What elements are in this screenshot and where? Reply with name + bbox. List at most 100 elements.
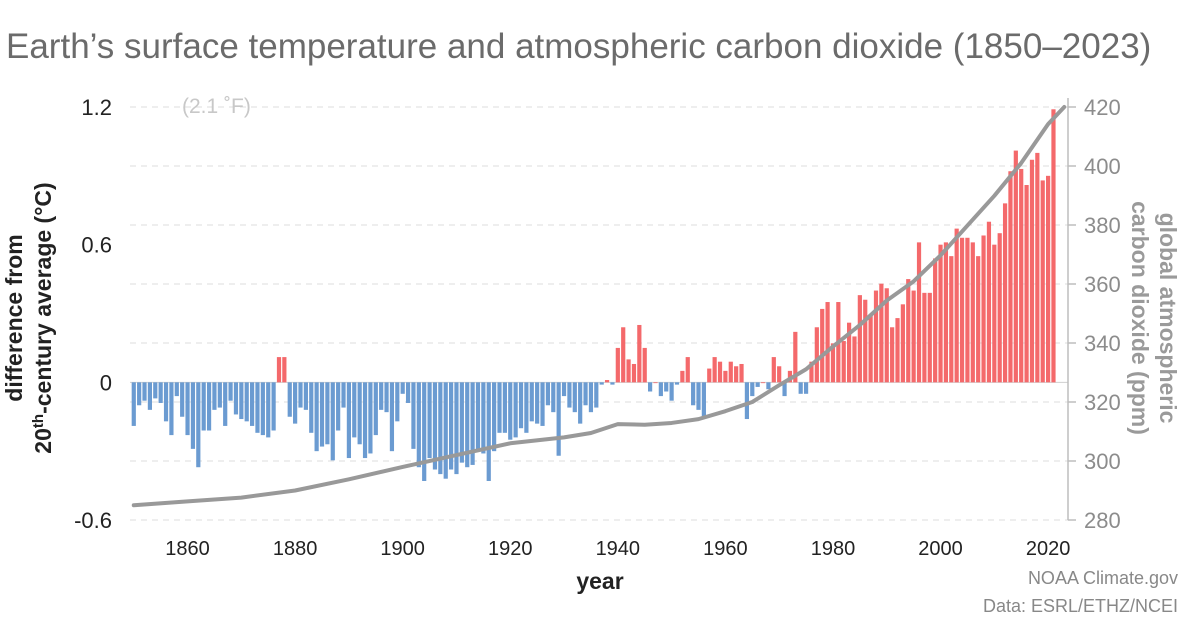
temperature-bar-2006 <box>970 242 975 383</box>
temperature-bar-1943 <box>631 363 637 383</box>
temperature-bar-1993 <box>900 304 905 383</box>
temperature-bar-1992 <box>895 318 900 383</box>
right-tick-label: 300 <box>1084 449 1121 474</box>
temperature-bar-1864 <box>206 382 212 431</box>
temperature-bar-1904 <box>422 382 427 481</box>
right-tick-label: 320 <box>1084 390 1121 415</box>
temperature-bar-1855 <box>158 382 163 403</box>
temperature-bar-1899 <box>395 382 400 422</box>
left-axis-ticks: -0.6 0 0.6 1.2 <box>74 95 112 533</box>
temperature-bar-1868 <box>228 382 233 401</box>
temperature-bar-1940 <box>615 347 620 383</box>
temperature-bar-1878 <box>282 357 287 383</box>
temperature-bar-1939 <box>610 382 615 385</box>
left-axis-label-sup: th <box>30 414 47 428</box>
temperature-bar-1977 <box>814 327 819 383</box>
temperature-bar-1876 <box>271 382 276 431</box>
temperature-bar-1956 <box>701 382 706 417</box>
temperature-bar-1929 <box>556 382 561 456</box>
temperature-bar-1983 <box>847 322 852 383</box>
temperature-bar-1892 <box>357 382 362 445</box>
temperature-bar-1921 <box>513 382 518 438</box>
temperature-bar-1908 <box>443 382 448 479</box>
temperature-bar-2021 <box>1051 109 1056 383</box>
temperature-bar-1965 <box>750 382 755 397</box>
temperature-bar-1999 <box>933 258 938 383</box>
left-tick-label: 1.2 <box>81 95 112 120</box>
temperature-bar-1873 <box>255 382 260 433</box>
temperature-bar-1910 <box>454 382 459 475</box>
temperature-bar-1962 <box>734 366 739 383</box>
temperature-bar-1978 <box>820 308 825 383</box>
temperature-bar-1998 <box>927 292 932 383</box>
temperature-bar-2003 <box>954 228 959 383</box>
temperature-bar-1891 <box>352 382 357 438</box>
temperature-bar-1884 <box>314 382 319 452</box>
left-axis-label-20: 20 <box>30 428 56 454</box>
temperature-bar-1894 <box>368 382 373 454</box>
temperature-bar-2017 <box>1029 159 1035 383</box>
right-tick-label: 340 <box>1084 331 1121 356</box>
temperature-bar-1974 <box>798 382 803 394</box>
temperature-bar-1959 <box>717 361 723 383</box>
temperature-bar-1890 <box>346 382 351 459</box>
temperature-bar-1968 <box>766 382 771 390</box>
temperature-bar-1980 <box>830 343 836 383</box>
temperature-bar-2007 <box>976 256 981 383</box>
co2-series <box>131 105 1067 508</box>
temperature-bar-1869 <box>233 382 239 415</box>
temperature-bar-1953 <box>685 357 690 383</box>
x-tick-label: 1920 <box>488 538 533 560</box>
temperature-bar-1922 <box>518 382 524 429</box>
temperature-bar-1988 <box>873 290 879 383</box>
temperature-bar-2008 <box>981 235 986 383</box>
temperature-bar-1919 <box>502 382 507 433</box>
temperature-bar-1901 <box>405 382 411 403</box>
temperature-bar-1970 <box>777 366 782 383</box>
x-tick-label: 2020 <box>1026 538 1071 560</box>
temperature-bar-1882 <box>303 382 308 410</box>
co2-line <box>131 105 1067 508</box>
temperature-bar-1989 <box>879 283 884 383</box>
temperature-bar-2001 <box>943 242 949 383</box>
temperature-bar-1885 <box>319 382 325 447</box>
temperature-bar-1982 <box>841 341 846 383</box>
temperature-bar-2015 <box>1019 168 1024 383</box>
temperature-bar-1985 <box>857 295 862 383</box>
temperature-bar-1942 <box>626 359 631 383</box>
temperature-bar-1888 <box>336 382 341 431</box>
credit-data: Data: ESRL/ETHZ/NCEI <box>983 596 1178 616</box>
temperature-bar-2002 <box>949 256 954 383</box>
temperature-bar-1898 <box>389 382 395 452</box>
temperature-bar-1918 <box>497 382 502 433</box>
temperature-bar-1967 <box>760 382 766 384</box>
temperature-bar-1927 <box>545 382 551 406</box>
temperature-bar-1852 <box>142 382 147 401</box>
x-tick-label: 1880 <box>273 538 318 560</box>
temperature-bar-1951 <box>674 382 680 385</box>
temperature-bars <box>131 109 1056 481</box>
temperature-bar-1870 <box>239 382 244 420</box>
temperature-bar-1975 <box>803 382 809 394</box>
temperature-bar-1961 <box>728 361 733 383</box>
temperature-bar-2009 <box>986 221 992 383</box>
temperature-bar-1945 <box>642 347 647 383</box>
x-axis-label: year <box>576 568 623 594</box>
temperature-bar-2011 <box>997 233 1002 383</box>
temperature-bar-1930 <box>561 382 567 397</box>
temperature-bar-1928 <box>551 382 556 413</box>
temperature-bar-1860 <box>185 382 190 436</box>
temperature-bar-2020 <box>1046 175 1051 383</box>
temperature-bar-1991 <box>890 327 895 383</box>
x-tick-label: 1900 <box>380 538 425 560</box>
temperature-bar-1886 <box>325 382 330 445</box>
temperature-bar-1937 <box>599 382 604 385</box>
temperature-bar-1923 <box>524 382 529 433</box>
temperature-bar-1933 <box>578 382 583 424</box>
x-tick-label: 1960 <box>703 538 748 560</box>
temperature-bar-1934 <box>583 382 588 406</box>
temperature-bar-2014 <box>1013 150 1018 383</box>
temperature-bar-1936 <box>594 382 599 408</box>
